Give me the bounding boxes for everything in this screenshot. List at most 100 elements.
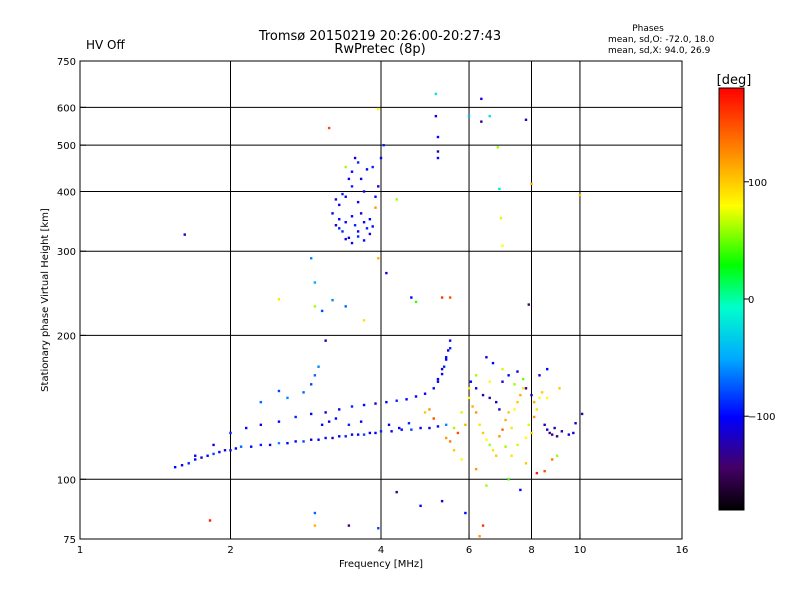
data-point [362, 190, 366, 193]
data-point [495, 454, 498, 457]
data-point [548, 431, 551, 435]
data-point [302, 391, 305, 394]
data-point [331, 212, 334, 215]
data-point [362, 433, 366, 436]
data-point [208, 519, 212, 522]
data-point [277, 441, 281, 445]
data-point [474, 387, 478, 390]
data-point [546, 428, 549, 431]
data-point [513, 383, 516, 386]
data-point [474, 467, 478, 471]
data-point [414, 395, 418, 398]
data-point [294, 440, 297, 443]
data-point [567, 433, 571, 436]
data-point [452, 426, 456, 430]
data-point [501, 367, 504, 371]
data-point [359, 420, 363, 423]
data-point [377, 257, 380, 260]
data-point [229, 449, 232, 452]
data-point [286, 396, 289, 400]
data-point [522, 387, 525, 390]
stats-line2: mean, sd,X: 94.0, 26.9 [608, 46, 711, 56]
data-point [344, 237, 347, 241]
data-point [434, 114, 438, 118]
data-point [317, 438, 320, 441]
data-point [338, 203, 341, 207]
y-axis-label: Stationary phase Virtual Height [km] [40, 208, 51, 392]
data-point [371, 165, 374, 169]
data-point [550, 433, 554, 436]
x-tick-label: 10 [574, 545, 587, 556]
y-tick-label: 400 [57, 187, 76, 198]
data-point [341, 230, 344, 233]
data-point [485, 438, 488, 441]
data-point [344, 195, 347, 198]
data-point [423, 392, 427, 395]
data-point [353, 156, 357, 160]
data-point [206, 454, 209, 457]
data-point [309, 383, 313, 386]
data-point [432, 387, 435, 390]
data-point [507, 374, 510, 377]
data-point [513, 408, 516, 411]
data-point [491, 361, 495, 365]
data-point [331, 298, 334, 302]
data-point [338, 408, 341, 411]
data-point [491, 449, 495, 452]
data-point [359, 177, 363, 181]
data-point [212, 443, 215, 447]
data-point [434, 92, 438, 96]
data-point [504, 445, 507, 448]
x-axis-label: Frequency [MHz] [339, 559, 423, 570]
data-point [553, 426, 556, 430]
data-point [313, 524, 317, 527]
hv-status: HV Off [86, 38, 125, 52]
data-point [448, 339, 452, 342]
data-point [436, 425, 440, 428]
data-point [501, 380, 504, 383]
data-point [436, 156, 440, 160]
data-point [507, 411, 510, 414]
data-point [183, 233, 186, 236]
data-point [377, 527, 380, 530]
data-point [448, 347, 452, 350]
data-point [522, 377, 525, 381]
data-point [374, 206, 377, 209]
data-point [428, 426, 431, 430]
data-point [538, 396, 541, 400]
data-point [374, 431, 377, 435]
data-point [481, 393, 485, 397]
data-point [379, 156, 383, 160]
x-tick-label: 6 [466, 545, 472, 556]
data-point [496, 146, 500, 149]
data-point [524, 436, 528, 440]
data-point [400, 428, 403, 431]
data-point [414, 300, 418, 304]
data-point [277, 298, 281, 301]
y-tick-label: 500 [57, 141, 76, 152]
x-tick-label: 8 [528, 545, 534, 556]
data-point [350, 433, 354, 436]
data-point [478, 535, 481, 538]
data-point [356, 161, 360, 164]
data-point [344, 435, 347, 438]
data-point [471, 405, 474, 408]
data-point [309, 412, 313, 416]
data-point [532, 415, 536, 419]
data-point [440, 372, 444, 376]
stats-line1: mean, sd,O: -72.0, 18.0 [608, 35, 715, 45]
y-tick-label: 100 [57, 475, 76, 486]
data-point [294, 415, 297, 419]
data-point [362, 403, 366, 407]
data-point [338, 227, 341, 230]
data-point [377, 185, 380, 188]
data-point [365, 227, 369, 230]
data-point [313, 511, 317, 515]
data-point [550, 458, 554, 461]
data-point [187, 462, 190, 465]
data-point [448, 296, 452, 299]
data-point [387, 423, 391, 427]
chart-title-line1: Tromsø 20150219 20:26:00-20:27:43 [258, 29, 501, 44]
data-point [519, 393, 522, 397]
y-tick-label: 75 [63, 535, 76, 546]
